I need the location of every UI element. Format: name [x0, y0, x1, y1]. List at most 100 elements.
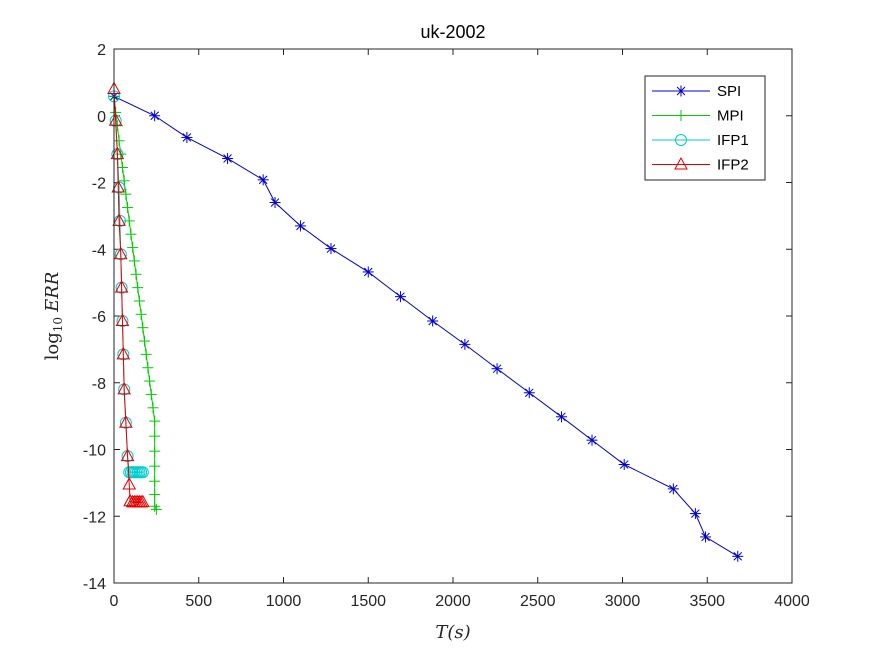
series-ifp2-point	[113, 246, 128, 260]
series-ifp2-point-shape	[135, 494, 150, 508]
series-mpi	[108, 90, 162, 516]
series-mpi-point	[150, 504, 162, 516]
series-spi-point-stroke	[557, 412, 566, 422]
y-tick-label: 2	[97, 42, 106, 59]
series-spi-point	[667, 483, 679, 495]
series-spi-point-stroke	[619, 460, 629, 469]
x-tick-label: 2500	[520, 593, 556, 610]
y-tick-label: -14	[83, 576, 106, 593]
series-ifp2-point	[117, 381, 132, 395]
series-mpi-point	[113, 135, 125, 147]
series-ifp2-point-shape	[115, 313, 130, 327]
series-ifp2-point-shape	[119, 415, 133, 428]
y-axis-label: log10 ERR	[42, 272, 65, 361]
series-spi	[108, 90, 744, 562]
series-mpi-point	[116, 161, 128, 173]
series-spi-point-stroke	[270, 198, 280, 207]
legend-label-ifp1: IFP1	[717, 132, 749, 149]
series-spi-point-stroke	[669, 484, 678, 494]
y-tick-label: -12	[83, 509, 106, 526]
x-tick-label: 4000	[774, 593, 810, 610]
series-spi-point-stroke	[223, 154, 232, 163]
legend: SPI MPI IFP1 IFP2	[644, 75, 766, 181]
legend-swatch-marker	[675, 110, 687, 121]
legend-label-spi: SPI	[717, 83, 741, 100]
series-ifp2-point	[116, 346, 131, 360]
series-spi-point-stroke	[733, 551, 743, 561]
series-ifp2-point	[135, 494, 150, 508]
legend-swatch-marker	[674, 156, 688, 170]
x-tick-label: 3500	[689, 593, 725, 610]
series-spi-point-stroke	[524, 388, 534, 398]
series-mpi-point	[120, 188, 132, 200]
series-spi-point-stroke	[460, 340, 470, 349]
series-mpi-point	[145, 388, 157, 400]
series-mpi-point	[149, 460, 161, 472]
legend-swatch-marker	[675, 85, 687, 97]
series-ifp2-point	[115, 313, 130, 327]
series-ifp2-point-shape	[111, 179, 126, 193]
series-ifp2-point-shape	[113, 246, 128, 260]
series-ifp2-point-shape	[114, 280, 129, 293]
series-mpi-point	[144, 375, 156, 387]
series-ifp2-point-shape	[117, 381, 132, 395]
x-tick-label: 0	[110, 593, 119, 610]
series-spi-point	[149, 110, 161, 122]
series-mpi-point	[132, 282, 144, 294]
series-spi-point	[362, 266, 374, 278]
series-spi-point	[257, 174, 269, 186]
legend-swatch-marker	[675, 134, 687, 146]
y-tick-label: -4	[92, 242, 106, 259]
series-ifp2-point	[119, 415, 133, 428]
series-spi-point	[491, 363, 503, 375]
series-ifp2-point	[120, 448, 135, 462]
series-spi-point	[555, 411, 567, 423]
series-spi-point	[459, 338, 471, 350]
y-axis-label-var: ERR	[42, 272, 63, 313]
series-spi-point-stroke	[326, 244, 336, 253]
x-tick-label: 500	[185, 593, 212, 610]
series-mpi-point	[142, 362, 154, 374]
legend-entries: SPI MPI IFP1 IFP2	[652, 83, 749, 174]
series-mpi-point	[137, 322, 149, 334]
legend-entry-ifp1: IFP1	[652, 132, 749, 149]
series-mpi-point	[122, 202, 134, 214]
series-ifp1-point	[136, 466, 149, 479]
series-ifp1-point-shape	[136, 466, 149, 479]
y-tick-label: 0	[97, 109, 106, 126]
series-ifp2-point	[108, 113, 123, 126]
series-spi-point	[269, 197, 281, 209]
chart-title: uk-2002	[420, 22, 485, 42]
series-spi-point	[294, 220, 306, 232]
series-spi-point-stroke	[258, 175, 268, 185]
series-spi-point	[732, 550, 744, 562]
series-ifp2-point-shape	[108, 113, 123, 126]
legend-entry-ifp2: IFP2	[652, 157, 749, 174]
series-spi-point-stroke	[150, 111, 159, 121]
series-mpi-point	[139, 335, 151, 347]
series-spi-point	[523, 387, 535, 399]
series-mpi-point	[149, 430, 161, 442]
legend-swatch-marker-stroke	[676, 86, 686, 96]
series-ifp2-point	[122, 476, 137, 490]
y-tick-label: -6	[92, 309, 106, 326]
series-spi-point-stroke	[182, 133, 192, 142]
series-mpi-point	[135, 308, 147, 320]
series-spi-point	[689, 508, 701, 520]
series-spi-point-stroke	[296, 221, 305, 231]
series-spi-point	[394, 291, 406, 303]
series-mpi-point	[140, 348, 152, 360]
plot-frame	[113, 48, 793, 584]
x-tick-label: 1500	[350, 593, 386, 610]
series-spi-point	[325, 243, 337, 255]
series-ifp2-point	[114, 280, 129, 293]
series-mpi-point	[128, 255, 140, 267]
series-mpi-point	[149, 475, 161, 487]
y-axis-label-base: log	[42, 332, 63, 360]
x-tick-label: 2000	[435, 593, 471, 610]
series-spi-point-stroke	[691, 509, 700, 518]
x-tick-label: 1000	[266, 593, 302, 610]
x-axis-label: T(s)	[435, 622, 470, 643]
